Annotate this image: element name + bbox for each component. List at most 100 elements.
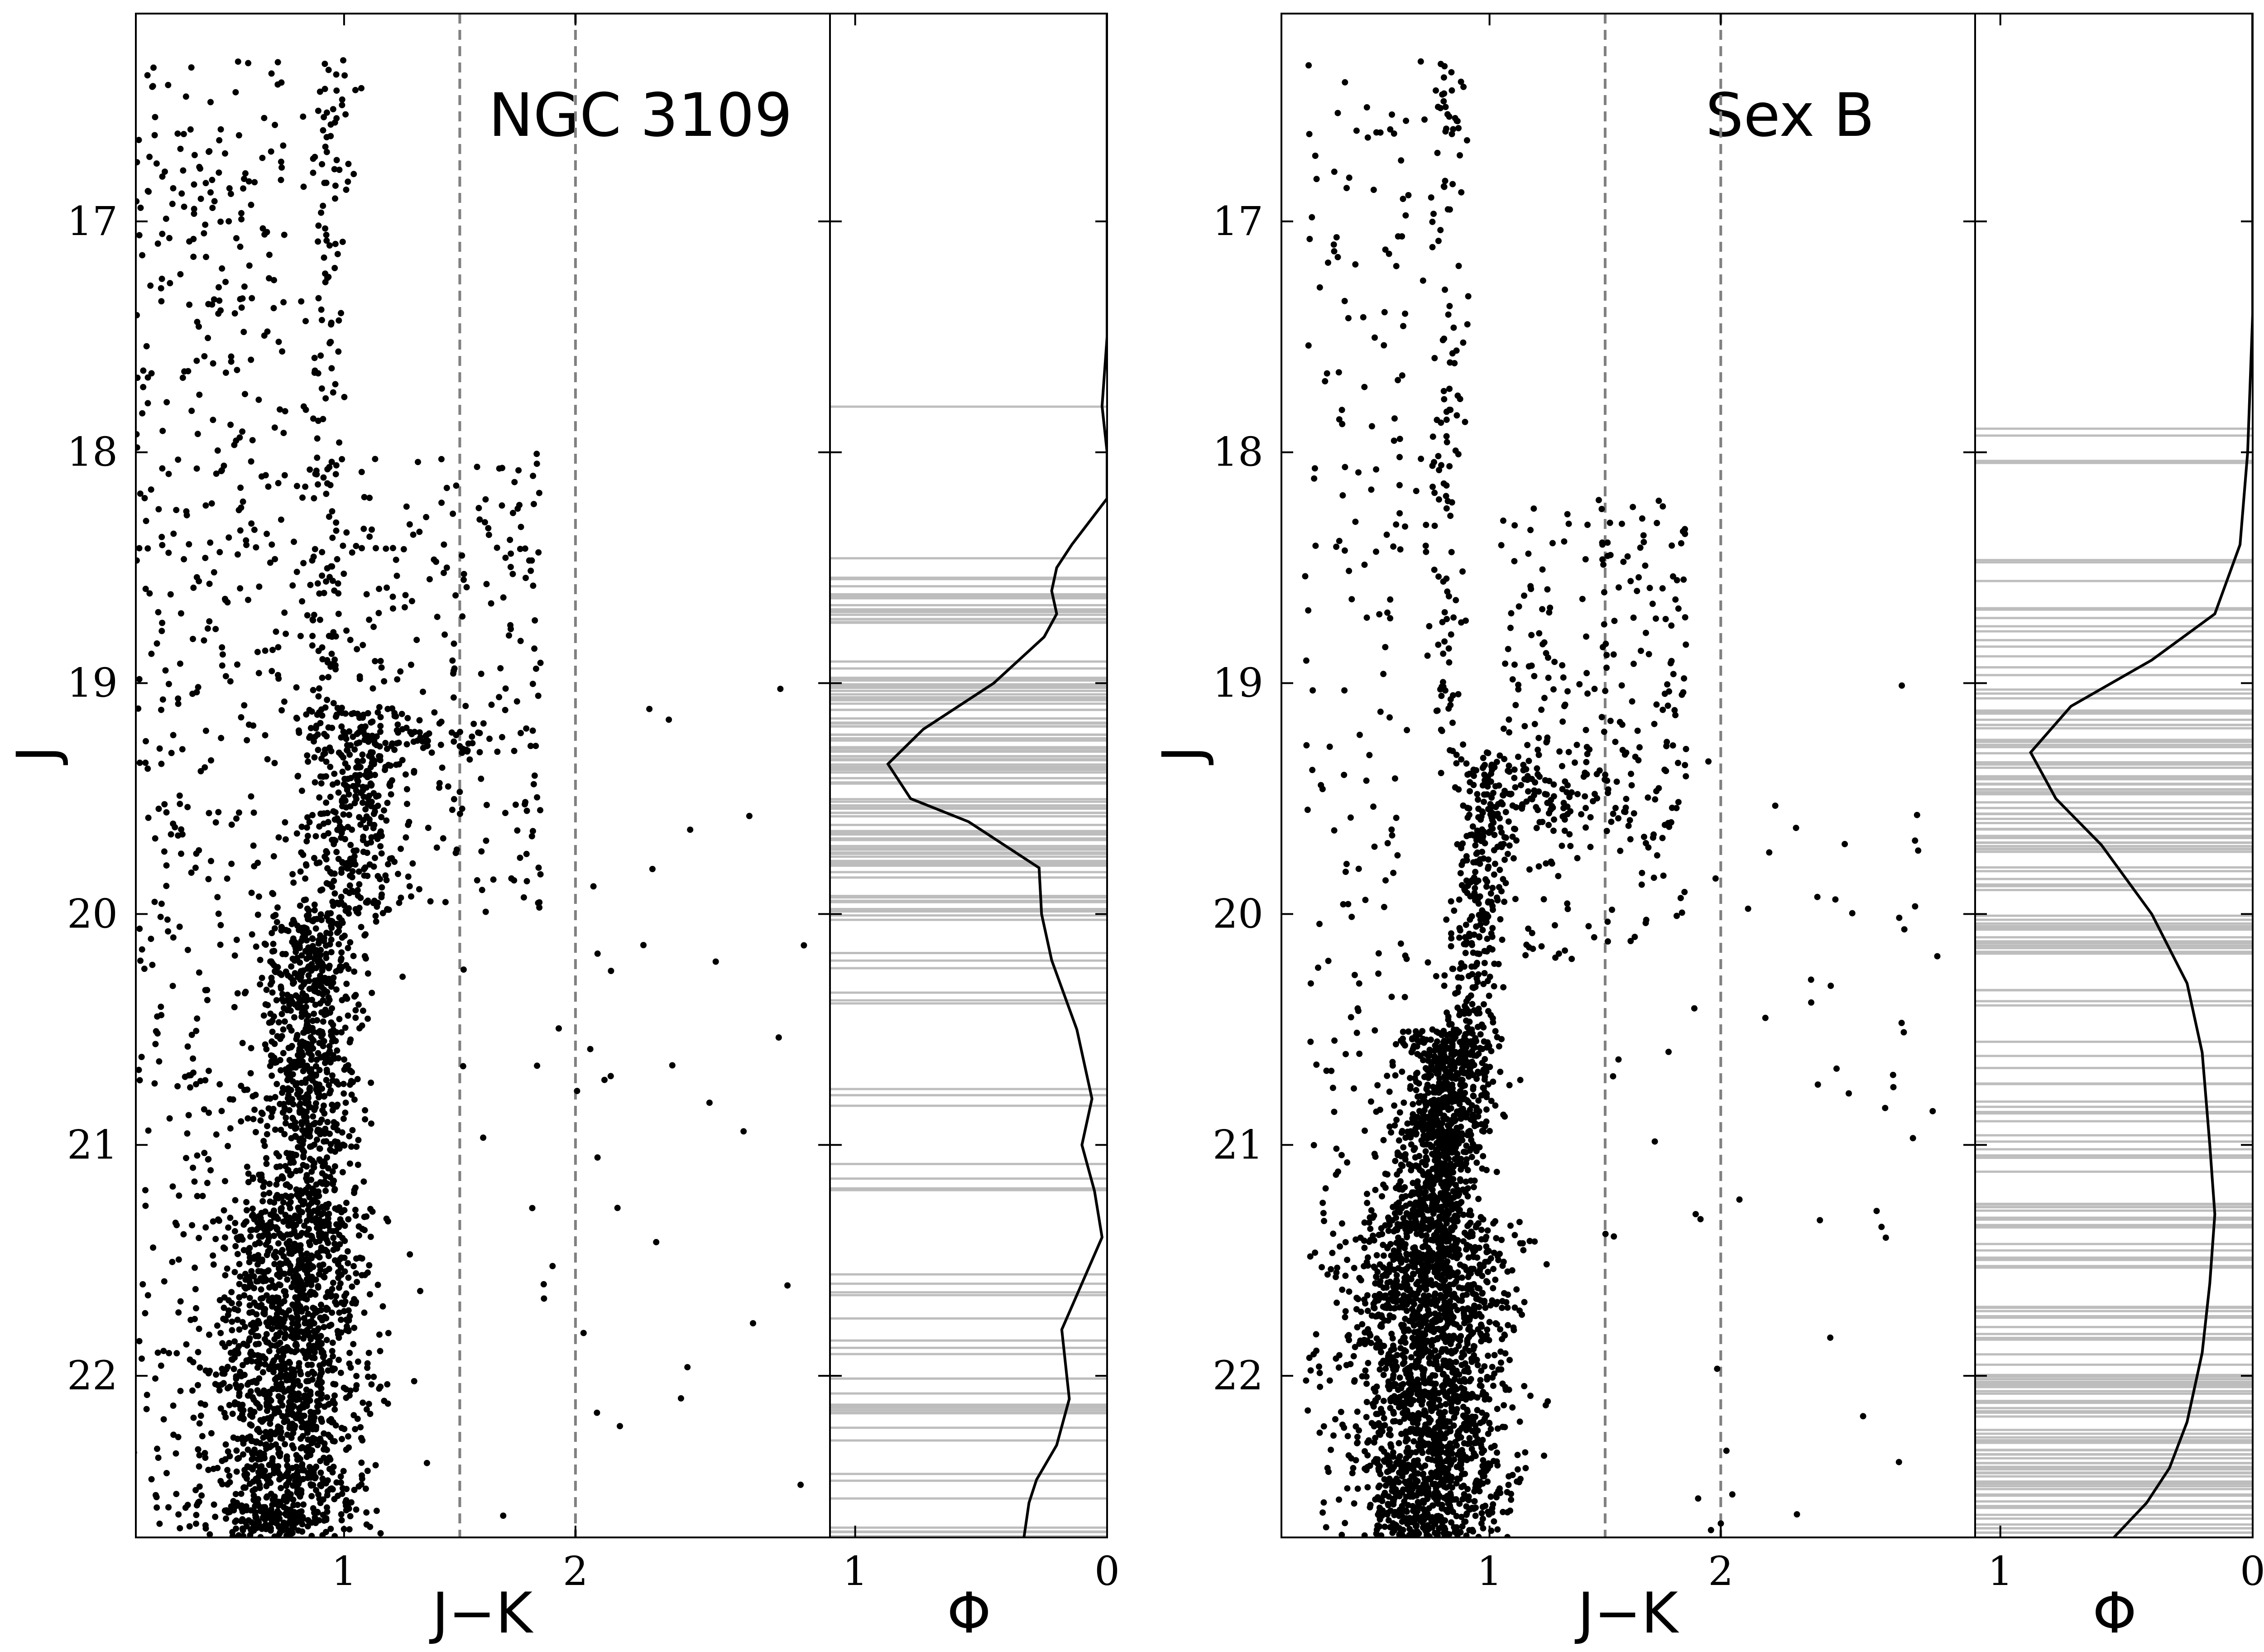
star-point <box>1477 893 1483 900</box>
x-axis-label: Φ <box>947 1581 991 1646</box>
star-point <box>349 1069 355 1076</box>
star-point <box>303 824 310 831</box>
star-point <box>1439 1095 1446 1102</box>
star-point <box>175 1309 182 1316</box>
star-point <box>315 481 321 488</box>
star-point <box>153 1504 160 1511</box>
star-point <box>338 1029 345 1036</box>
star-point <box>366 792 373 799</box>
star-point <box>300 560 307 567</box>
star-point <box>248 202 254 208</box>
star-point <box>253 1341 259 1348</box>
star-point <box>296 1509 302 1516</box>
star-point <box>211 296 217 303</box>
star-point <box>304 814 311 821</box>
star-point <box>330 389 336 396</box>
star-point <box>1457 870 1464 877</box>
star-point <box>322 279 329 286</box>
star-point <box>329 725 336 731</box>
star-point <box>321 730 328 737</box>
star-point <box>227 422 234 428</box>
star-point <box>194 1015 201 1022</box>
star-point <box>482 908 489 915</box>
star-point <box>1443 482 1450 489</box>
star-point <box>302 1186 309 1193</box>
star-point <box>322 1268 329 1275</box>
star-point <box>1442 104 1449 110</box>
star-point <box>355 1162 361 1168</box>
star-point <box>333 1301 340 1308</box>
star-point <box>158 706 164 713</box>
star-point <box>308 1273 315 1280</box>
star-point <box>1433 87 1439 94</box>
star-point <box>277 406 283 413</box>
star-point <box>289 1442 296 1449</box>
star-point <box>403 834 409 841</box>
star-point <box>295 1390 302 1397</box>
star-point <box>408 893 414 900</box>
star-point <box>379 1303 386 1310</box>
star-point <box>1442 128 1449 135</box>
star-point <box>341 1293 348 1300</box>
star-point <box>170 1402 177 1409</box>
star-point <box>213 1371 220 1378</box>
star-point <box>1498 888 1505 895</box>
star-point <box>256 1481 263 1488</box>
star-point <box>1440 650 1447 657</box>
star-point <box>154 1013 161 1020</box>
star-point <box>323 578 330 585</box>
star-point <box>337 1479 344 1486</box>
star-point <box>333 519 340 526</box>
star-point <box>254 1525 260 1532</box>
star-point <box>255 670 262 677</box>
star-point <box>290 1382 297 1388</box>
star-point <box>1498 1036 1505 1042</box>
star-point <box>318 317 325 323</box>
star-point <box>1489 925 1496 932</box>
star-point <box>325 1239 331 1246</box>
star-point <box>323 848 330 855</box>
star-point <box>319 549 326 556</box>
star-point <box>277 1260 283 1267</box>
star-point <box>1425 1057 1432 1064</box>
star-point <box>136 925 143 932</box>
star-point <box>329 1286 336 1292</box>
star-point <box>1435 453 1442 460</box>
star-point <box>1466 1018 1473 1025</box>
star-point <box>329 634 336 640</box>
star-point <box>666 716 672 723</box>
star-point <box>315 238 321 245</box>
star-point <box>535 549 542 556</box>
star-point <box>270 305 277 312</box>
star-point <box>177 1525 183 1532</box>
star-point <box>1399 1068 1405 1075</box>
star-point <box>293 1397 300 1403</box>
star-point <box>214 894 221 901</box>
star-point <box>422 732 429 739</box>
star-point <box>353 1506 360 1513</box>
star-point <box>409 860 416 867</box>
star-point <box>143 343 150 350</box>
star-point <box>529 828 536 835</box>
star-point <box>224 1265 230 1272</box>
star-point <box>320 1042 326 1049</box>
star-point <box>144 1392 150 1398</box>
star-point <box>246 1259 253 1266</box>
star-point <box>212 819 219 826</box>
star-point <box>341 1254 348 1261</box>
star-point <box>1455 263 1462 269</box>
star-point <box>335 1081 342 1088</box>
star-point <box>240 329 247 335</box>
star-point <box>303 1118 310 1125</box>
star-point <box>269 647 276 653</box>
star-point <box>346 1526 353 1533</box>
star-point <box>144 374 151 381</box>
star-point <box>336 1356 342 1363</box>
star-point <box>1465 293 1472 300</box>
star-point <box>408 598 415 605</box>
star-point <box>352 1014 359 1021</box>
star-point <box>331 119 338 126</box>
star-point <box>256 1353 263 1359</box>
star-point <box>316 1517 322 1524</box>
